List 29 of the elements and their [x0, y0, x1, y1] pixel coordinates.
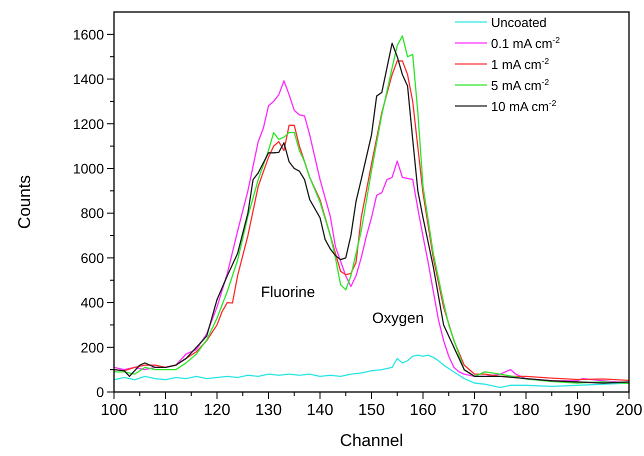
x-tick-label: 200 [616, 402, 642, 419]
x-tick-label: 180 [512, 402, 540, 419]
y-tick-label: 400 [80, 294, 104, 311]
y-tick-label: 0 [96, 384, 104, 400]
legend-label: Uncoated [491, 15, 547, 30]
x-tick-label: 120 [204, 402, 230, 419]
x-tick-label: 110 [152, 402, 178, 419]
x-axis-title: Channel [340, 431, 404, 450]
y-tick-label: 600 [80, 250, 104, 266]
annotation: Oxygen [372, 310, 424, 327]
x-tick-label: 100 [100, 402, 128, 419]
y-tick-label: 1600 [72, 26, 104, 42]
annotation: Fluorine [260, 284, 316, 301]
legend-label: 0.1 mA cm$^{-2}$ [491, 35, 560, 51]
legend-label: 1 mA cm$^{-2}$ [491, 56, 550, 72]
y-tick-label: 1200 [72, 116, 104, 132]
y-tick-label: 1000 [72, 160, 104, 176]
x-tick-label: 170 [461, 402, 488, 419]
y-tick-label: 1400 [72, 71, 104, 88]
x-tick-label: 160 [410, 402, 436, 419]
y-tick-label: 800 [80, 205, 104, 222]
y-tick-label: 200 [80, 339, 104, 356]
legend-label: 5 mA cm$^{-2}$ [491, 77, 550, 93]
x-tick-label: 190 [564, 402, 591, 419]
x-tick-label: 150 [358, 402, 385, 419]
legend-label: 10 mA cm$^{-2}$ [491, 98, 557, 114]
x-tick-label: 130 [255, 402, 282, 419]
y-axis-title: Counts [15, 175, 34, 229]
x-tick-label: 140 [306, 402, 334, 419]
